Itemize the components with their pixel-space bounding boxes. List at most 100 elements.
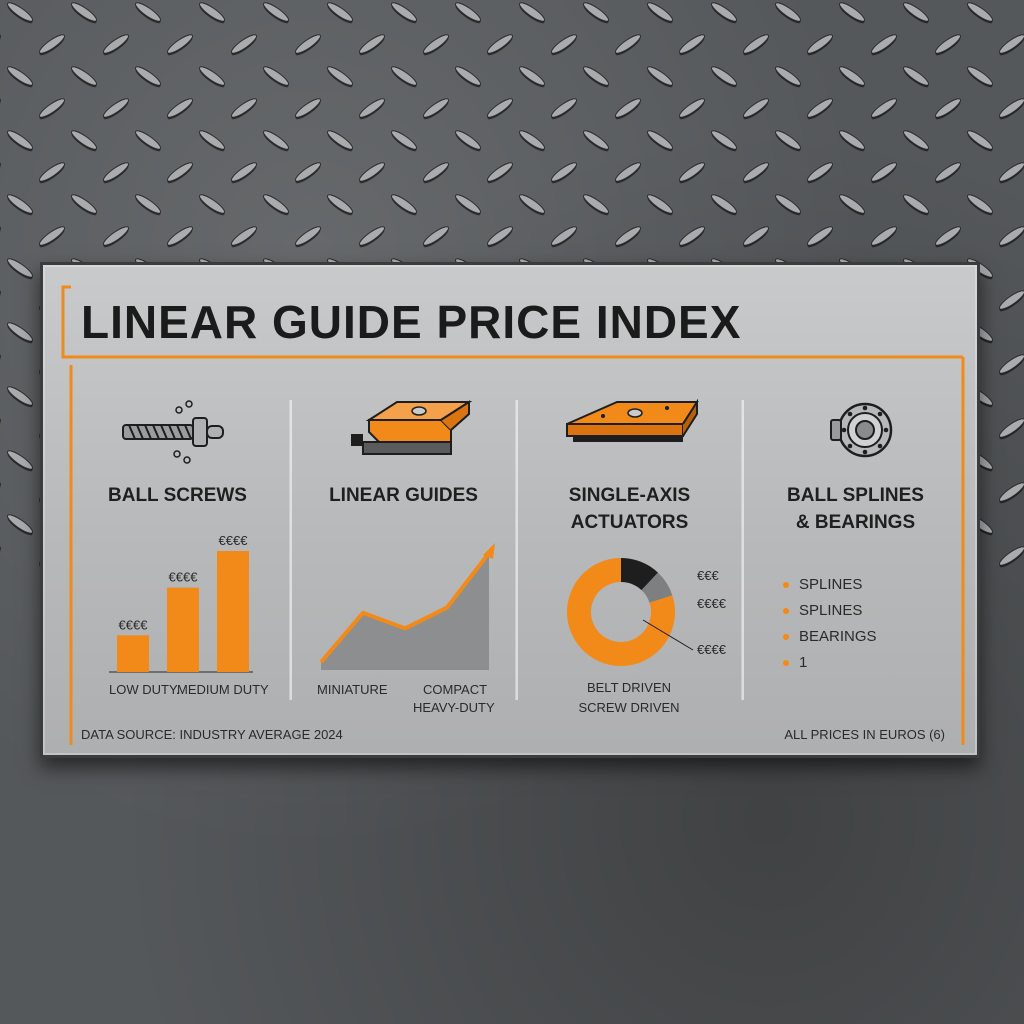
plate-tread <box>743 162 769 182</box>
plate-tread <box>711 66 737 86</box>
plate-tread <box>103 34 129 54</box>
plate-tread <box>999 226 1024 246</box>
plate-tread <box>7 322 33 342</box>
x-tick-label: MINIATURE <box>317 682 388 697</box>
plate-tread <box>807 98 833 118</box>
plate-tread <box>231 34 257 54</box>
plate-tread <box>519 130 545 150</box>
plate-tread <box>0 226 1 246</box>
column-label-line: ACTUATORS <box>570 512 689 533</box>
plate-tread <box>7 514 33 534</box>
plate-tread <box>807 162 833 182</box>
donut-slice <box>621 558 658 591</box>
series-line <box>319 551 491 664</box>
plate-tread <box>615 162 641 182</box>
column-divider <box>289 400 292 700</box>
plate-tread <box>423 34 449 54</box>
plate-tread <box>903 2 929 22</box>
plate-tread <box>39 226 65 246</box>
plate-tread <box>0 290 1 310</box>
plate-tread <box>423 226 449 246</box>
plate-tread <box>135 130 161 150</box>
plate-tread <box>839 194 865 214</box>
plate-tread <box>967 130 993 150</box>
plate-tread <box>999 162 1024 182</box>
plate-tread <box>871 34 897 54</box>
plate-tread <box>871 162 897 182</box>
actuator-icon <box>566 398 699 442</box>
slice-label: €€€€ <box>697 642 727 657</box>
plate-tread <box>39 162 65 182</box>
plate-tread <box>711 2 737 22</box>
plate-tread <box>295 226 321 246</box>
plate-tread <box>903 130 929 150</box>
plate-tread <box>455 2 481 22</box>
plate-tread <box>391 2 417 22</box>
plate-tread <box>0 418 1 438</box>
plate-tread <box>231 98 257 118</box>
x-tick-label: COMPACT <box>423 682 487 697</box>
plate-tread <box>295 162 321 182</box>
plate-tread <box>7 258 33 278</box>
legend-entry: BELT DRIVEN <box>587 680 671 695</box>
plate-tread <box>999 34 1024 54</box>
currency-note: ALL PRICES IN EUROS (6) <box>784 727 945 742</box>
plate-tread <box>7 66 33 86</box>
plate-tread <box>935 98 961 118</box>
plate-tread <box>71 66 97 86</box>
plate-tread <box>103 162 129 182</box>
plate-tread <box>775 194 801 214</box>
area-fill <box>321 553 489 670</box>
plate-tread <box>967 194 993 214</box>
plate-tread <box>647 2 673 22</box>
plate-tread <box>583 2 609 22</box>
column-divider <box>741 400 744 700</box>
plate-tread <box>0 354 1 374</box>
plate-tread <box>71 2 97 22</box>
plate-tread <box>519 66 545 86</box>
plate-tread <box>583 130 609 150</box>
plate-tread <box>583 66 609 86</box>
plate-tread <box>359 34 385 54</box>
bar-data-label: €€€€ <box>119 617 149 632</box>
plate-tread <box>999 418 1024 438</box>
plate-tread <box>7 194 33 214</box>
plate-tread <box>551 98 577 118</box>
arrow-head-icon <box>483 543 495 559</box>
plate-tread <box>455 194 481 214</box>
plate-tread <box>295 98 321 118</box>
plate-tread <box>999 98 1024 118</box>
plate-tread <box>903 194 929 214</box>
plate-tread <box>199 66 225 86</box>
plate-tread <box>7 2 33 22</box>
plate-tread <box>935 162 961 182</box>
donut-slice <box>641 572 673 603</box>
plate-tread <box>167 226 193 246</box>
plate-tread <box>231 226 257 246</box>
slice-label: €€€ <box>697 568 719 583</box>
bar <box>117 635 149 672</box>
bar <box>167 587 199 672</box>
plate-tread <box>135 2 161 22</box>
column-label: LINEAR GUIDES <box>291 482 516 509</box>
plate-tread <box>967 66 993 86</box>
orange-frame <box>61 285 965 745</box>
plate-tread <box>679 162 705 182</box>
plate-tread <box>743 34 769 54</box>
column-label-line: BALL SCREWS <box>108 485 247 506</box>
plate-tread <box>327 2 353 22</box>
plate-tread <box>839 66 865 86</box>
plate-tread <box>0 162 1 182</box>
plate-tread <box>775 66 801 86</box>
column-label-line: SINGLE-AXIS <box>568 485 691 506</box>
plate-tread <box>167 34 193 54</box>
x-tick-label: MEDIUM DUTY <box>177 682 269 697</box>
bar <box>217 551 249 672</box>
plate-tread <box>7 450 33 470</box>
plate-tread <box>647 130 673 150</box>
plate-tread <box>871 226 897 246</box>
plate-tread <box>359 98 385 118</box>
linear-guides-column: LINEAR GUIDES MINIATURE COMPACT HEAVY-DUTY <box>291 390 516 720</box>
bullet-icon <box>783 634 789 641</box>
